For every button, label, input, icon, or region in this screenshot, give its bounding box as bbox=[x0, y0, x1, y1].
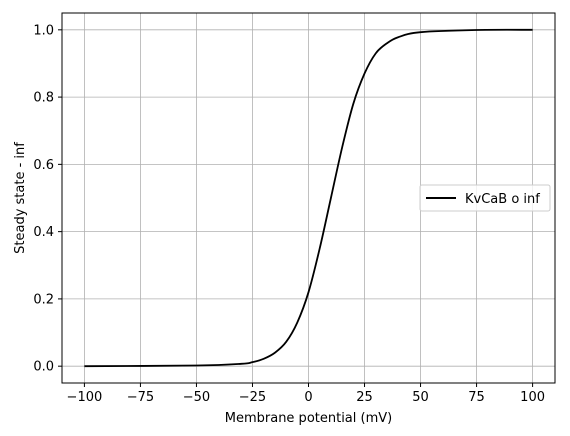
x-tick-label: −50 bbox=[183, 390, 210, 405]
legend: KvCaB o inf bbox=[419, 184, 551, 212]
x-tick-label: −25 bbox=[239, 390, 266, 405]
series-layer bbox=[84, 28, 533, 368]
y-axis-label: Steady state - inf bbox=[13, 142, 28, 254]
y-tick-label: 0.4 bbox=[33, 225, 54, 240]
x-tick-label: 0 bbox=[304, 390, 312, 405]
x-tick-label: 100 bbox=[520, 390, 545, 405]
x-axis: −100 −75 −50 −25 0 25 50 75 100 bbox=[67, 383, 545, 405]
x-tick-label: 25 bbox=[356, 390, 373, 405]
y-tick-label: 1.0 bbox=[33, 23, 54, 38]
x-tick-label: −100 bbox=[67, 390, 103, 405]
legend-box bbox=[419, 184, 551, 212]
legend-label-kvcab-o-inf: KvCaB o inf bbox=[465, 192, 540, 207]
x-tick-label: −75 bbox=[127, 390, 154, 405]
x-tick-label: 75 bbox=[468, 390, 485, 405]
y-axis: 0.0 0.2 0.4 0.6 0.8 1.0 bbox=[33, 23, 62, 375]
y-tick-label: 0.8 bbox=[33, 91, 54, 106]
y-tick-label: 0.0 bbox=[33, 360, 54, 375]
x-axis-label: Membrane potential (mV) bbox=[225, 411, 392, 426]
y-tick-label: 0.2 bbox=[33, 292, 54, 307]
series-line-kvcab-o-inf bbox=[84, 28, 533, 368]
y-tick-label: 0.6 bbox=[33, 158, 54, 173]
x-tick-label: 50 bbox=[412, 390, 429, 405]
